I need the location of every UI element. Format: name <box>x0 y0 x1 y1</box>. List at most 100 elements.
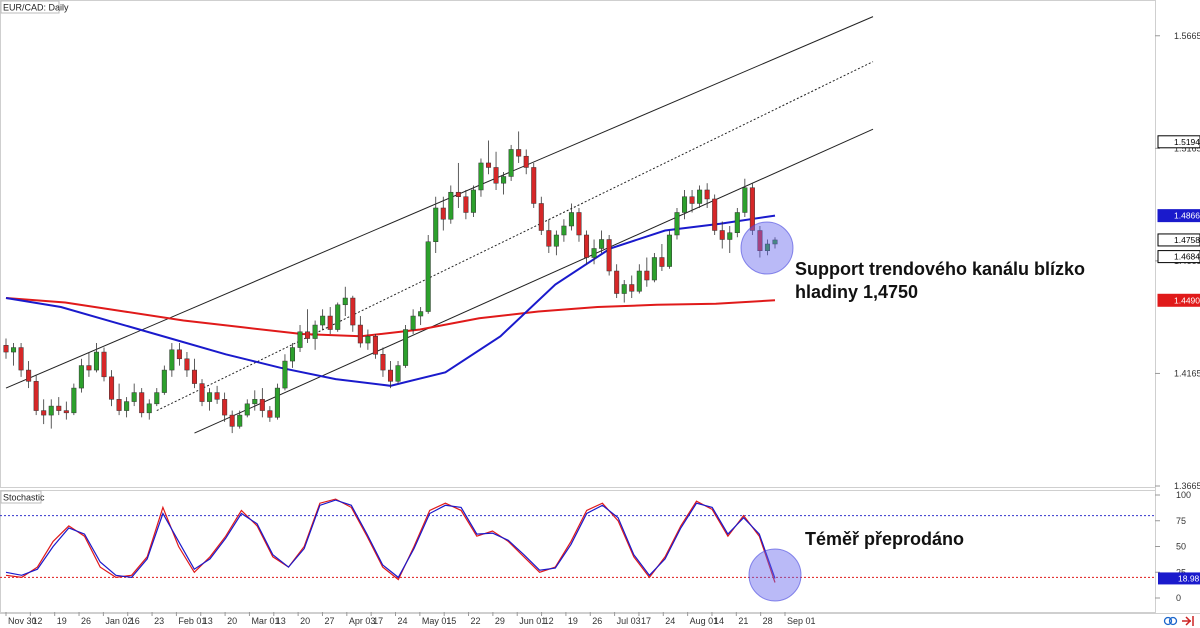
candle-body <box>297 331 303 348</box>
candle-body <box>320 315 326 326</box>
candle-body <box>523 155 529 168</box>
support-annotation-line1: Support trendového kanálu blízko <box>795 259 1085 279</box>
candle-body <box>395 365 401 382</box>
price-badge-label: 1.4490 <box>1174 295 1200 305</box>
axis-layer: 1.56651.51651.46651.41651.36651007550250… <box>5 31 1200 626</box>
candle-body <box>463 196 469 213</box>
candle-body <box>154 392 160 405</box>
candle-body <box>764 243 770 252</box>
candle-body <box>674 212 680 236</box>
candle-body <box>508 149 514 177</box>
candle-body <box>440 207 446 220</box>
candle-body <box>244 403 250 416</box>
stoch-layer <box>0 498 1155 583</box>
candle-body <box>455 191 461 197</box>
stoch-line-d <box>5 499 776 579</box>
main-title-bg <box>0 0 60 14</box>
stoch-line-k <box>5 498 776 583</box>
candle-body <box>365 336 371 344</box>
candle-body <box>553 234 559 247</box>
candle-body <box>485 162 492 168</box>
candle-body <box>41 410 47 416</box>
candle-body <box>312 324 318 339</box>
candle-body <box>71 387 77 414</box>
candle-layer <box>3 131 778 434</box>
candle-body <box>305 331 311 339</box>
candle-body <box>591 248 597 258</box>
candle-body <box>357 324 363 344</box>
date-tick-label: Apr 03 <box>349 616 376 626</box>
link-icon[interactable] <box>1163 616 1178 626</box>
scroll-to-latest-icon[interactable] <box>1182 616 1194 626</box>
date-tick-label: 15 <box>446 616 456 626</box>
date-tick-label: 20 <box>300 616 310 626</box>
channel-boundary-line <box>5 16 874 389</box>
date-tick-label: 26 <box>81 616 91 626</box>
candle-body <box>259 399 265 411</box>
price-tick-label: 1.4165 <box>1174 368 1200 378</box>
date-tick-label: 13 <box>276 616 286 626</box>
date-tick-label: 20 <box>227 616 237 626</box>
date-tick-label: Nov 30 <box>8 616 37 626</box>
candle-body <box>742 187 748 213</box>
candle-body <box>651 257 657 281</box>
candle-body <box>712 198 718 231</box>
support-highlight-circle <box>740 221 794 275</box>
oversold-highlight-circle <box>748 548 802 602</box>
candle-body <box>207 392 213 402</box>
price-badge <box>1157 250 1200 264</box>
candle-body <box>682 196 688 213</box>
candle-body <box>176 349 182 360</box>
date-tick-label: Jan 02 <box>105 616 132 626</box>
candle-body <box>124 401 130 411</box>
candle-body <box>93 351 99 371</box>
candle-body <box>538 203 544 231</box>
date-tick-label: 28 <box>763 616 773 626</box>
candle-body <box>237 414 243 427</box>
price-tick-label: 1.3665 <box>1174 481 1200 491</box>
candle-body <box>86 365 92 371</box>
candle-body <box>418 311 424 317</box>
date-tick-label: 22 <box>471 616 481 626</box>
main-chart-title: EUR/CAD: Daily <box>3 3 69 13</box>
date-tick-label: 12 <box>544 616 554 626</box>
candle-body <box>599 239 605 249</box>
date-tick-label: 16 <box>130 616 140 626</box>
channel-boundary-line <box>194 128 874 434</box>
stoch-title-bg <box>0 490 42 504</box>
price-tick-label: 1.5665 <box>1174 31 1200 41</box>
date-tick-label: 19 <box>568 616 578 626</box>
candle-body <box>267 410 273 418</box>
candle-body <box>606 239 612 272</box>
date-tick-label: Aug 01 <box>690 616 719 626</box>
candle-body <box>56 405 62 411</box>
date-tick-label: 12 <box>32 616 42 626</box>
stoch-value-badge <box>1158 572 1200 585</box>
candle-body <box>131 392 137 402</box>
candle-body <box>448 191 454 220</box>
candle-body <box>3 345 9 353</box>
candle-body <box>274 387 280 418</box>
date-tick-label: 24 <box>398 616 408 626</box>
candle-body <box>222 399 228 416</box>
candle-body <box>636 270 642 292</box>
candle-body <box>229 414 235 427</box>
date-tick-label: Mar 01 <box>251 616 279 626</box>
badge-layer: 1.5194 1.4866 1.4758 1.4684 1.4490 18.98 <box>1157 135 1200 585</box>
candle-body <box>63 410 69 414</box>
candle-body <box>531 167 537 204</box>
candle-body <box>11 347 17 353</box>
candle-body <box>146 403 152 414</box>
candle-body <box>26 369 32 382</box>
price-badge <box>1157 293 1200 307</box>
stoch-value-badge-label: 18.98 <box>1178 573 1200 583</box>
candle-body <box>704 189 710 200</box>
ma-layer <box>5 214 776 387</box>
stoch-panel-frame <box>0 490 1156 613</box>
price-badge <box>1157 209 1200 223</box>
date-tick-label: 17 <box>373 616 383 626</box>
candle-body <box>546 230 552 247</box>
candle-body <box>697 189 703 204</box>
candle-body <box>478 162 484 191</box>
